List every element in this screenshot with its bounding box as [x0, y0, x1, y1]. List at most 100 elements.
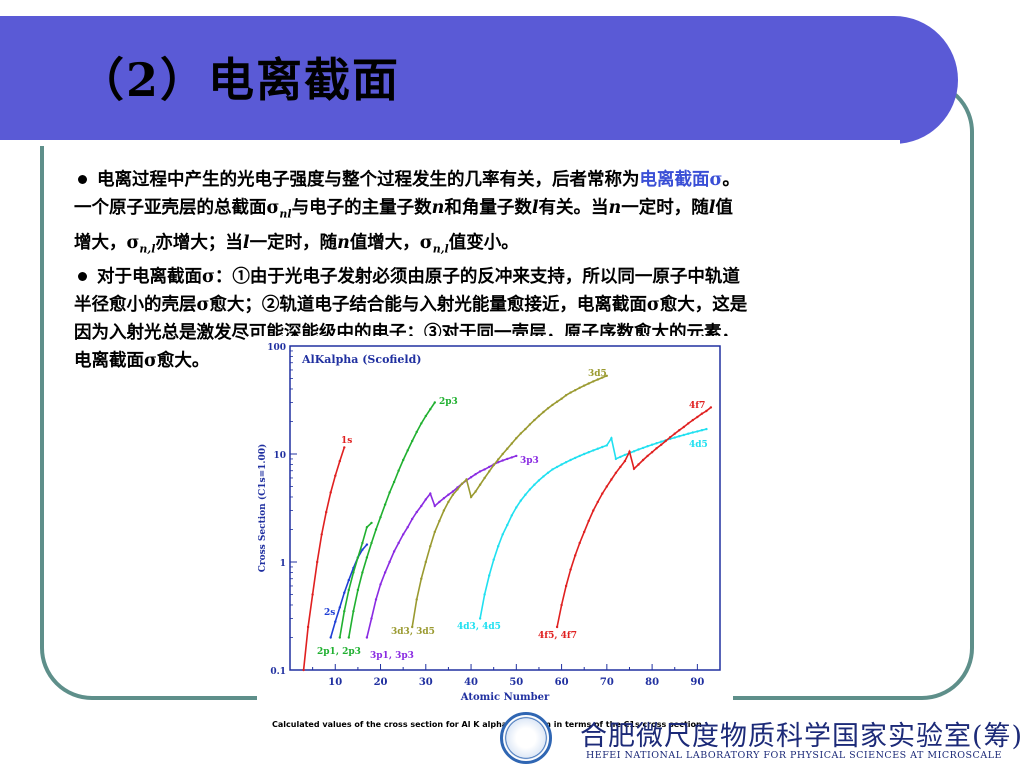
data-point	[492, 463, 495, 467]
series-line	[339, 522, 373, 638]
data-point	[555, 625, 559, 629]
data-point	[474, 490, 477, 493]
data-point	[383, 571, 387, 574]
series-label: 2p3	[439, 397, 458, 407]
data-point	[619, 455, 622, 459]
title-divider	[0, 140, 900, 146]
text-segment: 电离截面σ愈大。	[74, 351, 210, 371]
data-point	[605, 444, 608, 447]
y-axis-label: Cross Section (C1s=1.00)	[257, 444, 268, 573]
data-point	[469, 476, 473, 479]
data-point	[682, 433, 685, 437]
cross-section-chart: 10 20 30 40 50 60 70 80 90 0.1 1 10 100 Atomic Number…	[257, 336, 733, 738]
data-point	[497, 458, 500, 461]
data-point	[415, 430, 418, 434]
data-point	[379, 583, 382, 586]
data-point	[365, 526, 369, 529]
x-tick-label: 40	[464, 677, 478, 688]
text-segment: 。	[722, 170, 740, 190]
data-point	[678, 435, 681, 438]
data-point	[329, 491, 332, 494]
data-point	[361, 548, 364, 551]
data-point	[352, 610, 355, 613]
series-label: 4d3, 4d5	[457, 622, 501, 632]
data-point	[687, 422, 690, 425]
data-point	[510, 442, 513, 445]
text-segment: 值	[715, 198, 733, 218]
data-point	[488, 574, 491, 577]
data-point	[338, 606, 341, 609]
data-point	[497, 461, 500, 464]
text-segment: 一定时，随	[249, 232, 338, 253]
data-point	[361, 571, 364, 574]
series-line	[411, 375, 608, 628]
data-point	[705, 409, 708, 413]
data-point	[402, 458, 405, 462]
data-point	[555, 465, 559, 469]
data-point	[356, 556, 360, 559]
data-point	[524, 427, 527, 431]
data-point	[370, 521, 373, 525]
lab-name-cn: 合肥微尺度物质科学国家实验室(筹)	[580, 721, 1024, 752]
data-point	[637, 463, 640, 466]
data-point	[542, 475, 545, 478]
data-point	[510, 514, 513, 517]
data-point	[320, 533, 323, 536]
data-point	[709, 406, 713, 409]
data-point	[673, 436, 676, 439]
data-point	[610, 478, 613, 481]
data-point	[660, 443, 663, 446]
data-point	[628, 450, 631, 453]
data-point	[687, 432, 690, 435]
data-point	[506, 457, 509, 461]
data-point	[623, 453, 627, 457]
data-point	[519, 499, 522, 502]
data-point	[424, 414, 427, 418]
text-segment: 值变小。	[448, 232, 519, 253]
data-point	[397, 469, 400, 472]
data-point	[374, 598, 378, 601]
data-point	[551, 468, 554, 471]
data-point	[347, 636, 350, 639]
data-point	[542, 410, 545, 414]
data-point	[438, 500, 441, 504]
data-point	[537, 479, 541, 482]
data-point	[515, 506, 518, 509]
x-axis-label: Atomic Number	[460, 692, 550, 703]
data-point	[411, 517, 414, 521]
y-tick-label: 10	[273, 451, 286, 461]
data-point	[614, 471, 618, 474]
data-point	[574, 554, 577, 557]
data-point	[388, 491, 391, 494]
data-point	[352, 571, 355, 574]
data-point	[614, 457, 618, 461]
data-point	[451, 493, 455, 496]
data-point	[655, 442, 658, 445]
data-point	[474, 473, 477, 476]
data-point	[564, 461, 568, 464]
data-point	[338, 459, 341, 463]
data-point	[587, 451, 590, 454]
y-tick-label: 100	[267, 343, 286, 353]
data-point	[592, 449, 595, 452]
data-point	[650, 443, 654, 446]
data-point	[678, 429, 681, 432]
data-point	[501, 452, 504, 456]
highlight-term: 电离截面σ	[639, 170, 723, 190]
data-point	[306, 625, 310, 629]
data-point	[660, 440, 663, 443]
data-point	[347, 588, 350, 592]
data-point	[664, 439, 667, 443]
text-segment: 一个原子亚壳层的总截面σ	[74, 198, 280, 218]
data-point	[343, 446, 346, 449]
data-point	[447, 493, 450, 496]
data-point	[383, 503, 387, 506]
text-segment: 对于电离截面σ：①由于光电子发射必须由原子的反冲来支持，所以同一原子中轨道	[97, 267, 740, 287]
series-label: 3p1, 3p3	[370, 651, 414, 661]
data-point	[402, 533, 405, 536]
data-point	[329, 636, 332, 639]
text-segment: 与电子的主量子数	[291, 198, 432, 218]
data-point	[429, 545, 432, 548]
data-point	[601, 376, 604, 379]
data-point	[641, 458, 645, 462]
